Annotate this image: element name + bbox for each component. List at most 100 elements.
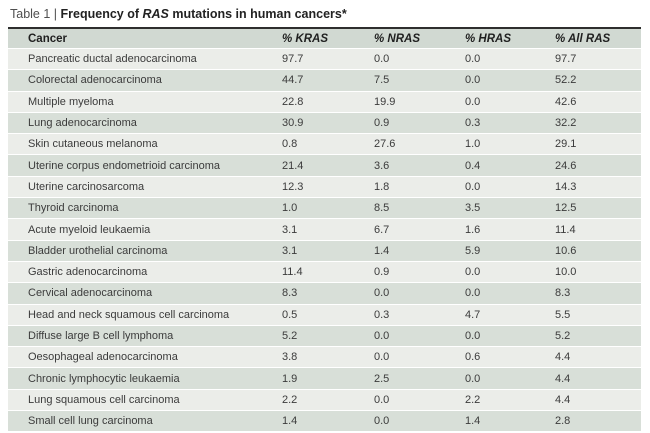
nras-percent-cell: 27.6 [374,138,396,151]
cancer-name-cell: Lung squamous cell carcinoma [28,393,180,406]
nras-percent-cell: 2.5 [374,372,390,385]
hras-percent-cell: 0.6 [465,351,481,364]
column-header-hras: % HRAS [465,32,512,45]
all-ras-percent-cell: 4.4 [555,351,571,364]
nras-percent-cell: 0.0 [374,351,390,364]
hras-percent-cell: 0.4 [465,159,481,172]
table-number-label: Table 1 [10,7,51,21]
hras-percent-cell: 3.5 [465,202,481,215]
table-row: Lung adenocarcinoma 30.9 0.9 0.3 32.2 [8,112,641,134]
column-header-nras: % NRAS [374,32,421,45]
hras-percent-cell: 0.0 [465,330,481,342]
nras-percent-cell: 0.0 [374,393,390,406]
kras-percent-cell: 22.8 [282,95,304,108]
all-ras-percent-cell: 10.0 [555,266,577,279]
nras-percent-cell: 0.0 [374,53,390,66]
kras-percent-cell: 0.5 [282,308,298,321]
table-row: Multiple myeloma 22.8 19.9 0.0 42.6 [8,91,641,112]
nras-percent-cell: 0.0 [374,287,390,300]
table-row: Colorectal adenocarcinoma 44.7 7.5 0.0 5… [8,70,641,91]
hras-percent-cell: 0.0 [465,95,481,108]
kras-percent-cell: 5.2 [282,330,298,342]
nras-percent-cell: 19.9 [374,95,396,108]
table-row: Head and neck squamous cell carcinoma 0.… [8,304,641,325]
table-row: Chronic lymphocytic leukaemia 1.9 2.5 0.… [8,368,641,389]
table-row: Pancreatic ductal adenocarcinoma 97.7 0.… [8,49,641,70]
cancer-name-cell: Oesophageal adenocarcinoma [28,351,178,364]
nras-percent-cell: 0.0 [374,415,390,428]
nras-percent-cell: 3.6 [374,159,390,172]
hras-percent-cell: 1.0 [465,138,481,151]
table-row: Small cell lung carcinoma 1.4 0.0 1.4 2.… [8,411,641,432]
all-ras-percent-cell: 42.6 [555,95,577,108]
title-separator: | [50,7,61,21]
all-ras-percent-cell: 5.5 [555,308,571,321]
column-header-all-ras: % All RAS [555,32,611,45]
hras-percent-cell: 0.0 [465,287,481,300]
kras-percent-cell: 2.2 [282,393,298,406]
kras-percent-cell: 30.9 [282,117,304,130]
all-ras-percent-cell: 97.7 [555,53,577,66]
hras-percent-cell: 0.0 [465,180,481,193]
nras-percent-cell: 0.3 [374,308,390,321]
kras-percent-cell: 1.9 [282,372,298,385]
hras-percent-cell: 2.2 [465,393,481,406]
table-row: Cervical adenocarcinoma 8.3 0.0 0.0 8.3 [8,283,641,304]
kras-percent-cell: 44.7 [282,74,304,87]
cancer-name-cell: Multiple myeloma [28,95,114,108]
kras-percent-cell: 1.0 [282,202,298,215]
cancer-name-cell: Pancreatic ductal adenocarcinoma [28,53,197,66]
nras-percent-cell: 8.5 [374,202,390,215]
all-ras-percent-cell: 14.3 [555,180,577,193]
hras-percent-cell: 5.9 [465,244,481,257]
title-gene-name: RAS [142,7,169,21]
cancer-name-cell: Diffuse large B cell lymphoma [28,330,174,342]
all-ras-percent-cell: 11.4 [555,223,576,236]
table-header-row: Cancer % KRAS % NRAS % HRAS % All RAS [8,29,641,48]
all-ras-percent-cell: 2.8 [555,415,571,428]
table-row: Lung squamous cell carcinoma 2.2 0.0 2.2… [8,389,641,411]
table-row: Diffuse large B cell lymphoma 5.2 0.0 0.… [8,325,641,347]
cancer-name-cell: Gastric adenocarcinoma [28,266,148,279]
kras-percent-cell: 3.1 [282,223,298,236]
hras-percent-cell: 0.0 [465,372,481,385]
hras-percent-cell: 1.6 [465,223,481,236]
nras-percent-cell: 7.5 [374,74,390,87]
all-ras-percent-cell: 32.2 [555,117,577,130]
nras-percent-cell: 0.9 [374,117,390,130]
ras-mutation-frequency-table: Cancer % KRAS % NRAS % HRAS % All RAS Pa… [8,27,641,432]
all-ras-percent-cell: 29.1 [555,138,577,151]
cancer-name-cell: Uterine corpus endometrioid carcinoma [28,159,220,172]
nras-percent-cell: 0.0 [374,330,390,342]
table-title: Table 1 | Frequency of RAS mutations in … [0,0,650,27]
kras-percent-cell: 21.4 [282,159,304,172]
all-ras-percent-cell: 5.2 [555,330,571,342]
all-ras-percent-cell: 8.3 [555,287,571,300]
all-ras-percent-cell: 4.4 [555,372,571,385]
cancer-name-cell: Skin cutaneous melanoma [28,138,158,151]
cancer-name-cell: Cervical adenocarcinoma [28,287,153,300]
nras-percent-cell: 0.9 [374,266,390,279]
cancer-name-cell: Thyroid carcinoma [28,202,119,215]
hras-percent-cell: 0.3 [465,117,481,130]
all-ras-percent-cell: 4.4 [555,393,571,406]
table-row: Bladder urothelial carcinoma 3.1 1.4 5.9… [8,240,641,261]
cancer-name-cell: Acute myeloid leukaemia [28,223,151,236]
table-row: Uterine carcinosarcoma 12.3 1.8 0.0 14.3 [8,176,641,198]
nras-percent-cell: 1.8 [374,180,390,193]
kras-percent-cell: 0.8 [282,138,298,151]
cancer-name-cell: Head and neck squamous cell carcinoma [28,308,230,321]
all-ras-percent-cell: 10.6 [555,244,577,257]
hras-percent-cell: 1.4 [465,415,481,428]
all-ras-percent-cell: 12.5 [555,202,577,215]
all-ras-percent-cell: 52.2 [555,74,577,87]
table-row: Thyroid carcinoma 1.0 8.5 3.5 12.5 [8,198,641,219]
table-row: Gastric adenocarcinoma 11.4 0.9 0.0 10.0 [8,261,641,283]
column-header-cancer: Cancer [28,32,67,45]
nras-percent-cell: 6.7 [374,223,390,236]
kras-percent-cell: 3.8 [282,351,298,364]
kras-percent-cell: 1.4 [282,415,298,428]
cancer-name-cell: Chronic lymphocytic leukaemia [28,372,180,385]
table-row: Oesophageal adenocarcinoma 3.8 0.0 0.6 4… [8,347,641,368]
column-header-kras: % KRAS [282,32,329,45]
